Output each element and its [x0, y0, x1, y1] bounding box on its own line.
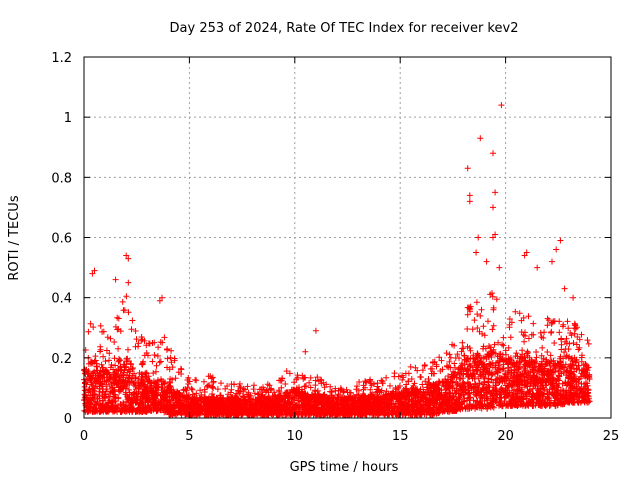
chart-svg: 051015202500.20.40.60.811.2 Day 253 of 2…	[0, 0, 640, 480]
roti-chart: 051015202500.20.40.60.811.2 Day 253 of 2…	[0, 0, 640, 480]
